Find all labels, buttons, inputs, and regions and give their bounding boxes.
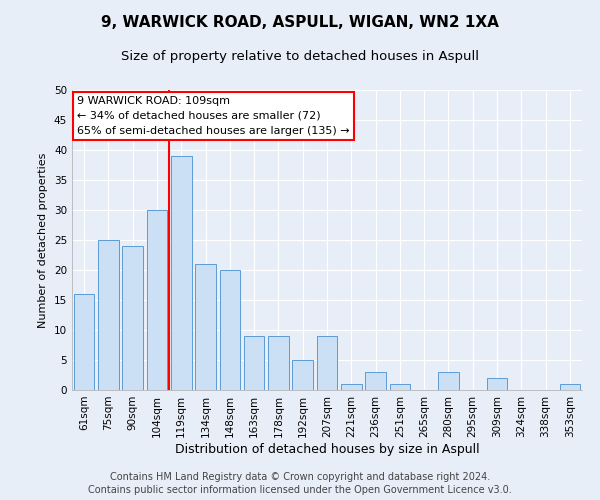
Text: Contains public sector information licensed under the Open Government Licence v3: Contains public sector information licen… bbox=[88, 485, 512, 495]
Bar bbox=[389, 384, 410, 390]
Bar bbox=[365, 372, 386, 390]
Bar bbox=[560, 384, 580, 390]
Bar bbox=[98, 240, 119, 390]
Text: 9 WARWICK ROAD: 109sqm
← 34% of detached houses are smaller (72)
65% of semi-det: 9 WARWICK ROAD: 109sqm ← 34% of detached… bbox=[77, 96, 350, 136]
Bar bbox=[317, 336, 337, 390]
Bar bbox=[292, 360, 313, 390]
Bar bbox=[122, 246, 143, 390]
Bar bbox=[74, 294, 94, 390]
Bar bbox=[341, 384, 362, 390]
Bar bbox=[268, 336, 289, 390]
Bar bbox=[244, 336, 265, 390]
Bar bbox=[171, 156, 191, 390]
Text: 9, WARWICK ROAD, ASPULL, WIGAN, WN2 1XA: 9, WARWICK ROAD, ASPULL, WIGAN, WN2 1XA bbox=[101, 15, 499, 30]
Y-axis label: Number of detached properties: Number of detached properties bbox=[38, 152, 49, 328]
Bar bbox=[487, 378, 508, 390]
Text: Contains HM Land Registry data © Crown copyright and database right 2024.: Contains HM Land Registry data © Crown c… bbox=[110, 472, 490, 482]
Bar bbox=[220, 270, 240, 390]
Bar bbox=[146, 210, 167, 390]
Text: Size of property relative to detached houses in Aspull: Size of property relative to detached ho… bbox=[121, 50, 479, 63]
Bar bbox=[195, 264, 216, 390]
Bar bbox=[438, 372, 459, 390]
X-axis label: Distribution of detached houses by size in Aspull: Distribution of detached houses by size … bbox=[175, 442, 479, 456]
